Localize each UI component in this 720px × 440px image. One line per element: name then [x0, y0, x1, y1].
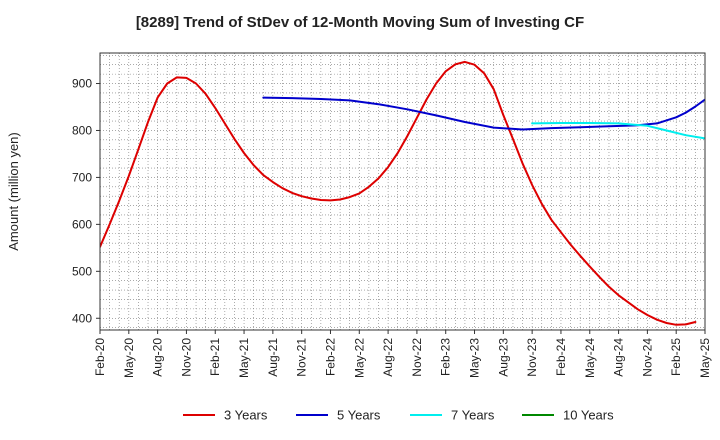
y-tick-label: 800 — [72, 123, 92, 137]
x-tick-label: May-24 — [583, 338, 597, 378]
x-tick-label: May-25 — [698, 338, 712, 378]
x-tick-label: Feb-21 — [208, 338, 222, 376]
y-tick-label: 500 — [72, 264, 92, 278]
plot-frame — [99, 52, 706, 331]
x-tick-label: Feb-20 — [93, 338, 107, 376]
x-tick-label: Nov-23 — [525, 338, 539, 377]
y-axis-title: Amount (million yen) — [6, 132, 21, 251]
x-tick-label: Nov-20 — [179, 338, 193, 377]
x-tick-label: Nov-22 — [410, 338, 424, 377]
x-tick-label: May-22 — [352, 338, 366, 378]
legend-label: 5 Years — [337, 408, 381, 423]
x-tick-label: May-23 — [468, 338, 482, 378]
legend-label: 3 Years — [224, 408, 268, 423]
x-tick-label: May-21 — [237, 338, 251, 378]
y-tick-label: 900 — [72, 77, 92, 91]
series-line-7-years — [531, 122, 705, 140]
x-tick-label: Feb-23 — [439, 338, 453, 376]
x-tick-label: Aug-23 — [496, 338, 510, 377]
legend-label: 7 Years — [451, 408, 495, 423]
x-tick-label: Aug-22 — [381, 338, 395, 377]
x-tick-label: Aug-24 — [612, 338, 626, 377]
x-tick-label: Feb-22 — [323, 338, 337, 376]
x-tick-label: Nov-21 — [295, 338, 309, 377]
y-axis: 400 500 600 700 800 900 — [72, 77, 100, 325]
legend-label: 10 Years — [563, 408, 614, 423]
x-tick-label: May-20 — [122, 338, 136, 378]
series-line-3-years — [100, 60, 697, 326]
x-axis: Feb-20 May-20 Aug-20 Nov-20 Feb-21 May-21 Aug-… — [93, 330, 712, 378]
x-tick-label: Aug-20 — [151, 338, 165, 377]
y-tick-label: 700 — [72, 170, 92, 184]
x-tick-label: Feb-25 — [669, 338, 683, 376]
x-tick-label: Nov-24 — [640, 338, 654, 377]
x-tick-label: Feb-24 — [554, 338, 568, 376]
y-tick-label: 400 — [72, 311, 92, 325]
x-tick-label: Aug-21 — [266, 338, 280, 377]
y-tick-label: 600 — [72, 217, 92, 231]
grid-lines — [100, 53, 705, 330]
legend: 3 Years 5 Years 7 Years 10 Years — [183, 408, 614, 423]
series-lines — [100, 60, 705, 326]
chart-title: [8289] Trend of StDev of 12-Month Moving… — [135, 14, 585, 31]
series-line-5-years — [262, 96, 705, 131]
